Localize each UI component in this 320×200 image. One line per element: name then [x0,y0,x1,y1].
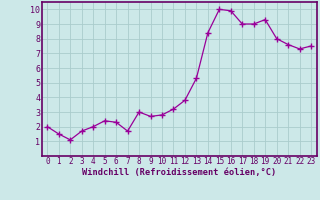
X-axis label: Windchill (Refroidissement éolien,°C): Windchill (Refroidissement éolien,°C) [82,168,276,177]
